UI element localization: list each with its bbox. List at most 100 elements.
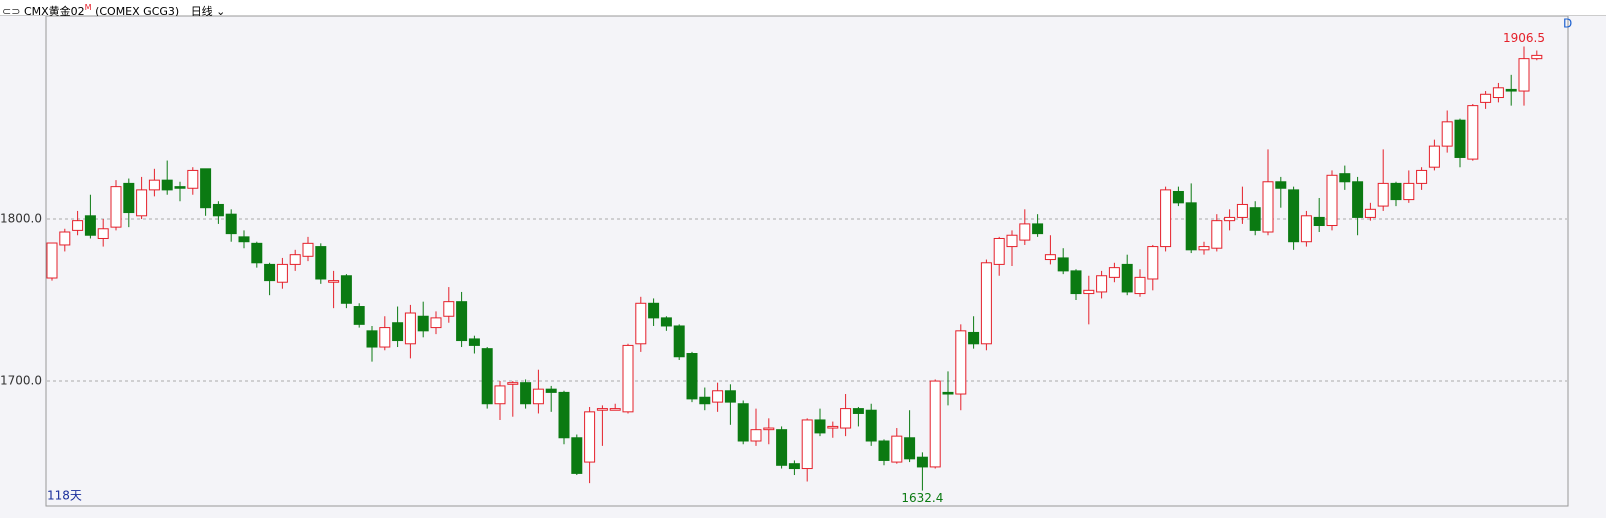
candle-body	[1224, 216, 1236, 222]
candle-body	[481, 348, 493, 405]
candle-body	[1377, 182, 1389, 207]
candle-body	[1454, 119, 1466, 158]
candle-body	[289, 254, 301, 265]
candle-body	[468, 338, 480, 346]
candle-body	[392, 322, 404, 342]
candle-body	[72, 220, 84, 231]
candle-body	[622, 344, 634, 413]
candle-body	[1108, 267, 1120, 278]
candle-body	[545, 388, 557, 393]
candle-body	[1249, 207, 1261, 231]
candle-body	[532, 388, 544, 405]
candle-body	[1531, 54, 1543, 60]
candle-body	[430, 317, 442, 329]
candle-body	[891, 435, 903, 463]
chart: 118天 D 1700.0 1800.0 1906.5 1632.4	[0, 16, 1572, 507]
candle-body	[865, 409, 877, 442]
candle-body	[315, 246, 327, 280]
candle-body	[443, 301, 455, 317]
candle-body	[225, 213, 237, 235]
candle-body	[1032, 223, 1044, 235]
candle-body	[59, 231, 71, 246]
toolbar: ⊂⊃ CMX黄金02M (COMEX GCG3) 日线 ⌄	[0, 0, 1606, 18]
candle-body	[1160, 189, 1172, 248]
candle-body	[878, 440, 890, 461]
candle-body	[1416, 169, 1428, 184]
candle-body	[1352, 181, 1364, 218]
candle-body	[84, 215, 96, 236]
candle-body	[827, 425, 839, 429]
low-label: 1632.4	[901, 491, 943, 505]
candle-body	[724, 390, 736, 403]
candle-body	[366, 330, 378, 348]
period: 日线	[190, 4, 213, 18]
candle-body	[1518, 58, 1530, 92]
candle-body	[660, 317, 672, 327]
candle-body	[212, 203, 224, 217]
link-icon: ⊂⊃	[2, 4, 21, 18]
candle-body	[699, 396, 711, 405]
candle-body	[737, 403, 749, 442]
candle-body	[1236, 203, 1248, 218]
candle-body	[1441, 121, 1453, 147]
candle-body	[1492, 87, 1504, 99]
candle-body	[328, 280, 340, 283]
candle-body	[200, 168, 212, 209]
y-tick-label: 1800.0	[0, 212, 42, 226]
candle-body	[776, 429, 788, 466]
candle-body	[1044, 254, 1056, 261]
candle-body	[1070, 270, 1082, 295]
candle-body	[814, 419, 826, 434]
candle-body	[1198, 246, 1210, 251]
candle-body	[1262, 181, 1274, 233]
candle-body	[788, 463, 800, 470]
candle-body	[1185, 202, 1197, 251]
candle-body	[1326, 174, 1338, 227]
candle-body	[1147, 246, 1159, 280]
candle-body	[1313, 216, 1325, 227]
symbol: CMX黄金02	[23, 4, 85, 18]
right-marker: D	[1563, 17, 1572, 31]
candle-body	[404, 312, 416, 345]
candle-body	[686, 353, 698, 400]
candle-body	[494, 385, 506, 405]
candle-body	[520, 382, 532, 405]
candle-body	[673, 325, 685, 358]
candle-body	[123, 182, 135, 214]
candle-body	[1275, 181, 1287, 189]
candle-body	[1134, 276, 1146, 295]
candle-body	[264, 263, 276, 282]
period-select[interactable]: 日线 ⌄	[190, 4, 226, 18]
candle-body	[251, 242, 263, 264]
candle-body	[238, 236, 250, 243]
candle-body	[1467, 105, 1479, 160]
candle-body	[635, 302, 647, 345]
candle-body	[929, 380, 941, 468]
candle-body	[136, 189, 148, 217]
candle-body	[596, 408, 608, 411]
code: (COMEX GCG3)	[95, 4, 180, 18]
candle-body	[955, 330, 967, 395]
candle-body	[379, 327, 391, 348]
candle-body	[993, 237, 1005, 265]
candle-body	[1172, 190, 1184, 204]
candle-body	[1057, 257, 1069, 272]
candle-body	[1083, 289, 1095, 295]
candle-body	[571, 437, 583, 474]
candle-body	[1480, 93, 1492, 103]
candle-body	[763, 427, 775, 431]
candle-body	[980, 262, 992, 345]
candle-body	[302, 242, 314, 257]
candle-body	[161, 179, 173, 191]
candle-body	[1505, 88, 1517, 92]
candle-body	[904, 437, 916, 460]
candle-body	[1339, 173, 1351, 183]
candle-body	[1121, 263, 1133, 293]
candle-body	[1211, 220, 1223, 249]
candle-body	[609, 408, 621, 411]
candle-body	[1288, 189, 1300, 243]
candle-body	[1364, 208, 1376, 218]
high-label: 1906.5	[1503, 31, 1545, 45]
candle-body	[558, 391, 570, 439]
candle-body	[417, 315, 429, 332]
